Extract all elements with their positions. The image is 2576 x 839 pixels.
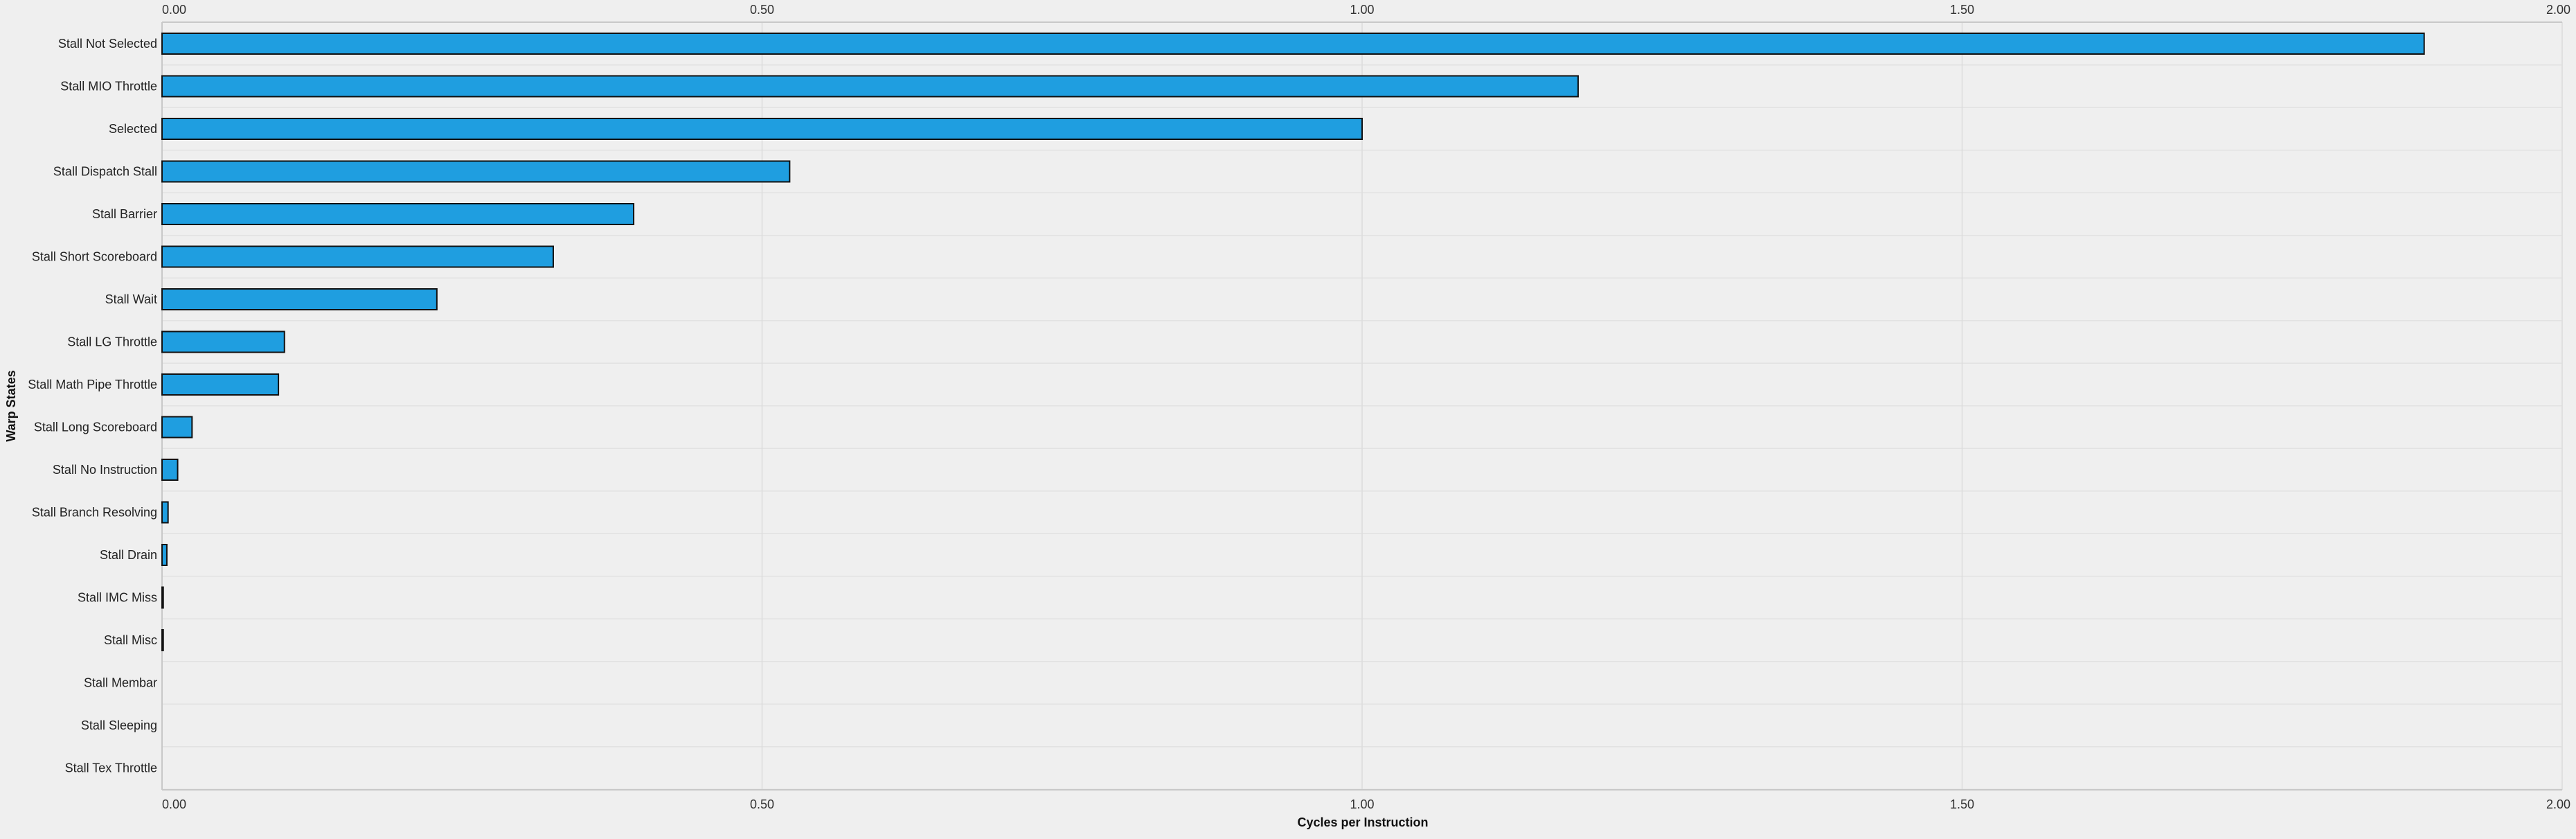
bar bbox=[161, 160, 791, 183]
category-label: Stall No Instruction bbox=[53, 463, 157, 477]
x-tick-label-bottom: 1.00 bbox=[1350, 797, 1374, 811]
category-label: Stall Barrier bbox=[92, 207, 157, 221]
x-tick-label-bottom: 0.00 bbox=[162, 797, 186, 811]
bar bbox=[161, 544, 168, 566]
bar bbox=[161, 330, 285, 353]
bar bbox=[161, 586, 164, 609]
category-label: Stall Short Scoreboard bbox=[32, 250, 157, 264]
bar bbox=[161, 75, 1579, 98]
grid-layer bbox=[161, 21, 2563, 791]
bar bbox=[161, 459, 179, 481]
x-tick-label-bottom: 2.00 bbox=[2546, 797, 2570, 811]
bar bbox=[161, 203, 635, 225]
bar bbox=[161, 33, 2425, 55]
category-label: Stall Dispatch Stall bbox=[53, 165, 157, 179]
x-tick-label-top: 1.50 bbox=[1950, 3, 1974, 17]
category-label: Stall Tex Throttle bbox=[65, 761, 157, 775]
x-tick-label-bottom: 1.50 bbox=[1950, 797, 1974, 811]
bar bbox=[161, 629, 164, 651]
x-axis-title: Cycles per Instruction bbox=[1297, 815, 1428, 829]
x-tick-label-bottom: 0.50 bbox=[750, 797, 774, 811]
bars-layer bbox=[161, 33, 2425, 651]
category-label: Stall Sleeping bbox=[81, 718, 157, 732]
category-label: Stall Drain bbox=[100, 548, 157, 562]
bar bbox=[161, 373, 280, 396]
category-label: Stall Not Selected bbox=[58, 37, 157, 51]
x-tick-label-top: 0.50 bbox=[750, 3, 774, 17]
category-label: Stall Wait bbox=[105, 292, 157, 306]
category-label: Stall Membar bbox=[84, 676, 157, 690]
bar bbox=[161, 501, 169, 524]
bar bbox=[161, 118, 1363, 140]
category-label: Stall Branch Resolving bbox=[32, 506, 157, 520]
x-tick-label-top: 1.00 bbox=[1350, 3, 1374, 17]
category-label: Stall LG Throttle bbox=[67, 335, 157, 349]
bar bbox=[161, 416, 193, 439]
category-label: Stall Misc bbox=[104, 633, 157, 647]
category-label: Selected bbox=[109, 122, 157, 136]
bar bbox=[161, 288, 438, 310]
x-tick-label-top: 0.00 bbox=[162, 3, 186, 17]
category-label: Stall MIO Throttle bbox=[60, 80, 157, 94]
category-label: Stall IMC Miss bbox=[78, 591, 157, 605]
labels-layer: 0.00 0.00 0.50 0.50 1.00 1.00 1.50 1.50 2.00 2.00… bbox=[28, 3, 2570, 811]
x-tick-label-top: 2.00 bbox=[2546, 3, 2570, 17]
y-axis-title: Warp States bbox=[4, 370, 18, 441]
category-label: Stall Math Pipe Throttle bbox=[28, 378, 157, 391]
category-label: Stall Long Scoreboard bbox=[34, 421, 157, 434]
bar bbox=[161, 245, 554, 268]
